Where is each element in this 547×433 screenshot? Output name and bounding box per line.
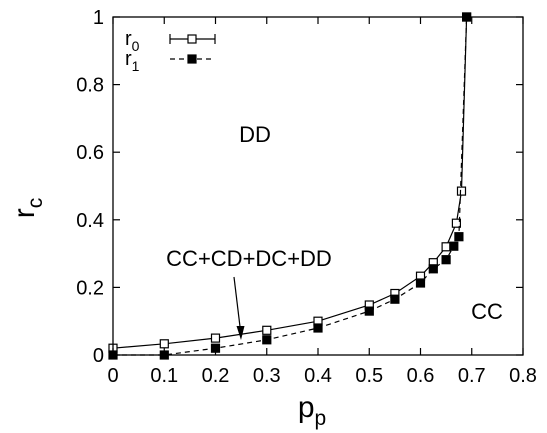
y-axis-title: rc [8, 198, 47, 219]
annotation-mixed: CC+CD+DC+DD [166, 246, 332, 271]
x-tick-label: 0.7 [458, 365, 486, 387]
y-tick-label: 0 [93, 345, 104, 367]
x-tick-label: 0.1 [150, 365, 178, 387]
annotation-cc: CC [471, 299, 503, 324]
x-tick-label: 0.3 [253, 365, 281, 387]
y-tick-label: 0.6 [76, 142, 104, 164]
annotation-dd: DD [239, 122, 271, 147]
x-tick-label: 0.4 [304, 365, 332, 387]
y-tick-label: 0.4 [76, 210, 104, 232]
data-point-r0 [159, 339, 169, 349]
y-tick-label: 1 [93, 7, 104, 29]
legend-label-r1: r1 [125, 48, 140, 74]
data-point-r1 [428, 264, 438, 274]
data-point-r1 [441, 255, 451, 265]
series-line-r0 [112, 16, 468, 349]
data-point-r0 [451, 218, 461, 228]
series-line-r1 [113, 16, 468, 356]
x-tick-label: 0.8 [509, 365, 537, 387]
annotation-arrow-shaft [233, 276, 242, 336]
data-point-r1 [364, 306, 374, 316]
x-tick-label: 0.6 [407, 365, 435, 387]
data-point-r1 [313, 323, 323, 333]
legend-label-r0: r0 [125, 28, 140, 54]
data-point-r0 [262, 325, 272, 335]
x-axis-title: pp [298, 391, 326, 430]
x-axis-title-main: p [298, 391, 315, 424]
y-axis-title-sub: c [24, 198, 47, 209]
y-axis-title-main: r [8, 208, 41, 218]
data-point-r0 [210, 333, 221, 343]
data-point-r0 [441, 242, 451, 252]
data-point-r1 [390, 294, 400, 304]
legend-marker-r0 [187, 34, 197, 44]
annotation-arrow-head [236, 326, 245, 340]
data-point-r1 [449, 241, 459, 251]
data-point-r0 [456, 186, 467, 196]
x-tick-label: 0.5 [355, 365, 383, 387]
x-tick-label: 0 [107, 365, 118, 387]
legend: r0 r1 [125, 28, 216, 74]
y-tick-label: 0.2 [76, 277, 104, 299]
x-axis-title-sub: p [315, 407, 327, 430]
legend-marker-r1 [187, 54, 197, 64]
x-tick-label: 0.2 [202, 365, 230, 387]
tick-layer: 0 0.1 0.2 0.3 0.4 0.5 0.6 0.7 0.8 0 0.2 0.4 0.6 0.8 1 [76, 7, 537, 387]
series-layer [108, 12, 472, 360]
data-point-r1 [415, 278, 426, 288]
data-point-r1 [262, 335, 272, 345]
y-tick-label: 0.8 [76, 75, 104, 97]
data-point-r1 [454, 232, 464, 242]
